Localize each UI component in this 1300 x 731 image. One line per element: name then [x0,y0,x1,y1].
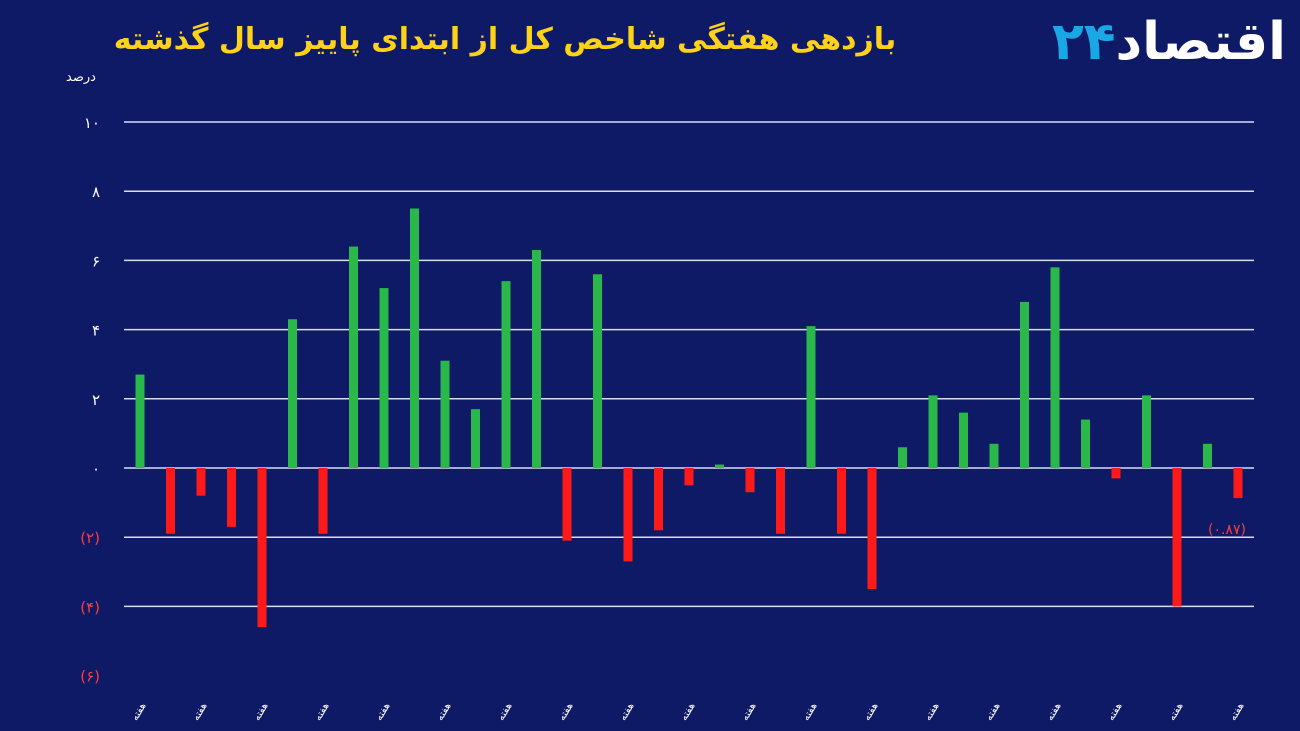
x-tick-label: هفته [1106,701,1125,723]
x-tick-label: هفته [496,701,515,723]
x-tick-label: هفته [374,701,393,723]
x-tick-label: هفته [862,701,881,723]
bar [806,326,816,468]
bars [135,208,1243,628]
bar [501,281,511,468]
x-tick-label: هفته [313,701,332,723]
y-axis-label: درصد [66,70,96,85]
bar [257,468,267,628]
bar [776,468,785,534]
x-tick-label: هفته [984,701,1003,723]
bar [379,288,389,468]
x-tick-label: هفته [679,701,698,723]
bar [745,468,755,493]
data-label: (۰.۸۷) [1208,522,1246,538]
bar [166,468,175,534]
bar [837,468,846,534]
y-tick-label: ۸ [92,183,100,201]
x-tick-label: هفته [801,701,820,723]
bar [715,464,724,468]
bar [318,468,328,534]
bar [410,208,419,468]
x-tick-label: هفته [435,701,454,723]
x-tick-label: هفته [1228,701,1247,723]
logo-accent: ۲۴ [1051,12,1116,72]
x-tick-label: هفته [557,701,576,723]
brand-logo: اقتصاد۲۴ [1052,12,1286,72]
annotations: (۰.۸۷) [1208,522,1246,538]
bar [989,443,999,468]
bar [1020,301,1029,468]
bar [1111,468,1121,479]
bar [959,412,968,468]
x-tick-label: هفته [252,701,271,723]
bar [1050,267,1060,468]
bar [440,360,450,468]
y-tick-label: ۲ [92,391,100,409]
bar [1172,468,1182,607]
x-tick-label: هفته [1045,701,1064,723]
y-tick-labels: ۱۰ ۸ ۶ ۴ ۲ ۰ (۲) (۴) (۶) [80,114,100,686]
bar [1233,468,1243,499]
bar [135,374,145,468]
chart-title: بازدهی هفتگی شاخص کل از ابتدای پاییز سال… [113,22,897,57]
bar [562,468,572,541]
x-tick-label: هفته [618,701,637,723]
x-tick-label: هفته [923,701,942,723]
bar [623,468,633,562]
bar [654,468,663,531]
bar [1142,395,1151,468]
bar [227,468,236,527]
bar [196,468,206,496]
gridlines [124,121,1254,608]
bar [684,468,694,486]
y-tick-label: ۶ [92,252,100,270]
y-tick-label: (۲) [80,529,100,547]
y-tick-label: ۰ [92,460,100,478]
x-tick-label: هفته [130,701,149,723]
bar [928,395,938,468]
bar [593,274,602,468]
bar [471,409,480,468]
x-tick-labels: هفته هفته هفته هفته هفته هفته هفته هفته هفته هفته… [130,701,1247,723]
y-tick-label: ۱۰ [84,114,100,132]
bar [898,447,907,468]
bar [1203,443,1212,468]
x-tick-label: هفته [1167,701,1186,723]
y-tick-label: (۶) [80,668,100,686]
y-tick-label: (۴) [80,598,100,616]
bar [349,246,358,468]
bar [1081,419,1090,468]
bar [288,319,297,468]
y-tick-label: ۴ [92,322,100,340]
x-tick-label: هفته [740,701,759,723]
logo-text: اقتصاد [1115,12,1286,72]
x-tick-label: هفته [191,701,210,723]
bar [532,250,541,468]
bar [867,468,877,590]
